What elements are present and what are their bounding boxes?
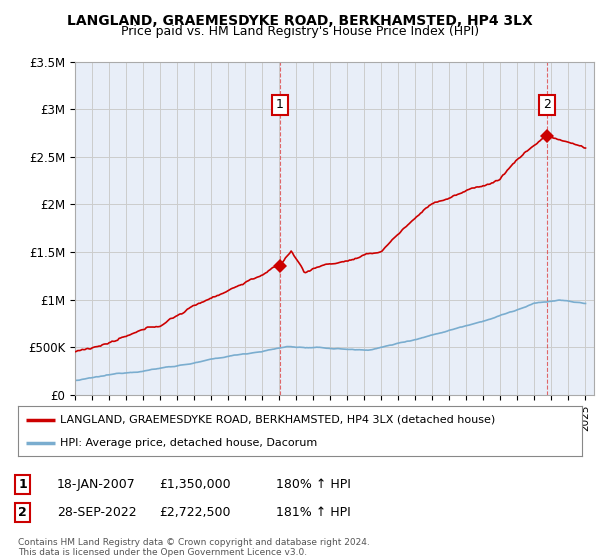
Text: 2: 2: [19, 506, 27, 519]
Text: 181% ↑ HPI: 181% ↑ HPI: [276, 506, 351, 519]
Text: Contains HM Land Registry data © Crown copyright and database right 2024.
This d: Contains HM Land Registry data © Crown c…: [18, 538, 370, 557]
Text: Price paid vs. HM Land Registry's House Price Index (HPI): Price paid vs. HM Land Registry's House …: [121, 25, 479, 38]
Text: £1,350,000: £1,350,000: [159, 478, 230, 491]
Text: 1: 1: [276, 99, 284, 111]
Text: 1: 1: [19, 478, 27, 491]
Text: 18-JAN-2007: 18-JAN-2007: [57, 478, 136, 491]
Text: LANGLAND, GRAEMESDYKE ROAD, BERKHAMSTED, HP4 3LX: LANGLAND, GRAEMESDYKE ROAD, BERKHAMSTED,…: [67, 14, 533, 28]
Text: 2: 2: [543, 99, 551, 111]
Text: £2,722,500: £2,722,500: [159, 506, 230, 519]
Text: HPI: Average price, detached house, Dacorum: HPI: Average price, detached house, Daco…: [60, 438, 317, 448]
Text: 180% ↑ HPI: 180% ↑ HPI: [276, 478, 351, 491]
Text: LANGLAND, GRAEMESDYKE ROAD, BERKHAMSTED, HP4 3LX (detached house): LANGLAND, GRAEMESDYKE ROAD, BERKHAMSTED,…: [60, 414, 496, 424]
Text: 28-SEP-2022: 28-SEP-2022: [57, 506, 137, 519]
